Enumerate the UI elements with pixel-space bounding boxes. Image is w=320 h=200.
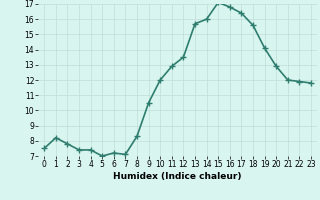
X-axis label: Humidex (Indice chaleur): Humidex (Indice chaleur) <box>113 172 242 181</box>
